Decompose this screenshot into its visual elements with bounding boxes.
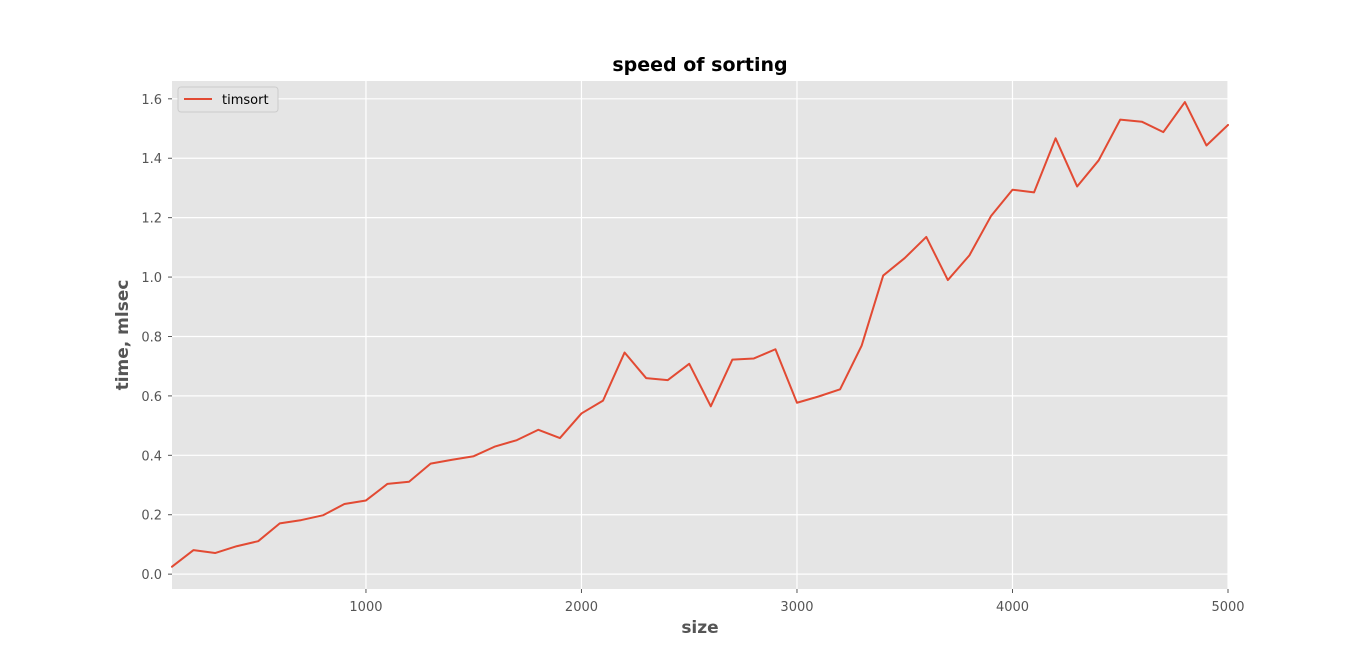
y-axis-label: time, mlsec — [113, 280, 133, 391]
y-tick-label: 1.0 — [141, 271, 162, 286]
y-tick-label: 1.2 — [141, 212, 162, 227]
grid-lines — [172, 81, 1229, 589]
y-tick-label: 0.8 — [141, 330, 162, 345]
chart-title: speed of sorting — [612, 54, 787, 76]
x-tick-label: 5000 — [1211, 600, 1244, 615]
plot-area — [172, 81, 1228, 589]
tick-layer: 1000 2000 3000 4000 5000 0.0 0.2 0.4 0.6 0.8 1.0 1.… — [141, 93, 1244, 615]
legend: timsort — [177, 86, 279, 113]
y-tick-label: 1.4 — [141, 152, 162, 167]
x-axis-label: size — [681, 618, 718, 638]
y-tick-label: 0.4 — [141, 449, 162, 464]
x-tick-label: 4000 — [996, 600, 1029, 615]
x-tick-label: 1000 — [349, 600, 382, 615]
y-tick-label: 0.6 — [141, 390, 162, 405]
y-tick-label: 1.6 — [141, 93, 162, 108]
legend-label-timsort: timsort — [222, 93, 269, 108]
x-tick-label: 3000 — [780, 600, 813, 615]
legend-box — [177, 86, 279, 113]
series-line-timsort — [171, 101, 1229, 568]
series-layer — [171, 101, 1229, 568]
y-tick-label: 0.0 — [141, 568, 162, 583]
x-tick-label: 2000 — [565, 600, 598, 615]
y-tick-label: 0.2 — [141, 509, 162, 524]
